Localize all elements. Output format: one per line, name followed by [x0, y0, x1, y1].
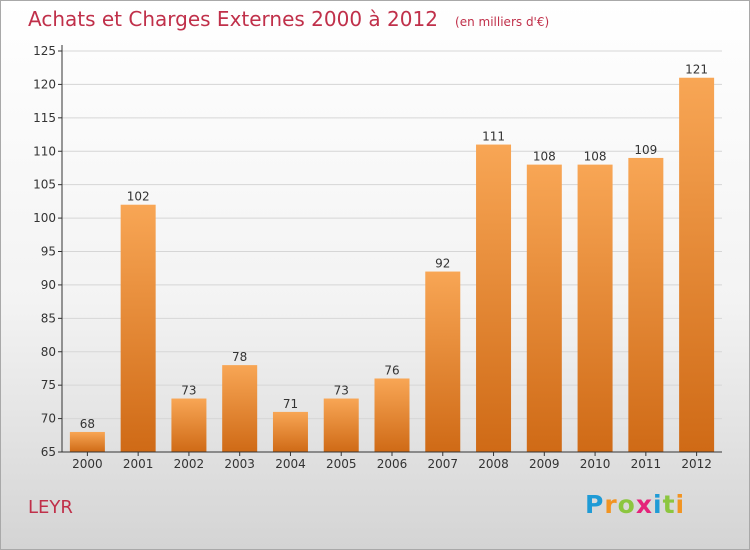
brand-letter: i — [675, 490, 686, 519]
commune-name: LEYR — [28, 497, 73, 518]
value-label: 76 — [384, 363, 399, 377]
x-tick-label: 2011 — [631, 457, 662, 471]
y-tick-label: 95 — [41, 245, 56, 259]
brand-letter: o — [617, 490, 636, 519]
bar — [476, 144, 512, 453]
y-tick-label: 125 — [33, 44, 56, 58]
bar — [526, 164, 562, 452]
bars — [69, 77, 715, 453]
x-tick-label: 2009 — [529, 457, 560, 471]
brand-letter: r — [604, 490, 618, 519]
bar-chart: 65 70 75 80 85 90 95 100 105 110 115 120 125 68 2000 10… — [33, 44, 722, 471]
value-label: 108 — [584, 150, 607, 164]
y-tick-label: 110 — [33, 144, 56, 158]
value-label: 71 — [283, 397, 298, 411]
value-label: 121 — [685, 63, 708, 77]
value-label: 73 — [334, 384, 349, 398]
axes — [58, 45, 722, 456]
x-tick-label: 2001 — [123, 457, 154, 471]
bar — [323, 398, 359, 452]
y-tick-label: 115 — [33, 111, 56, 125]
x-tick-label: 2007 — [427, 457, 458, 471]
x-tick-label: 2003 — [224, 457, 255, 471]
value-label: 111 — [482, 130, 505, 144]
bar — [425, 271, 461, 452]
y-tick-label: 70 — [41, 412, 56, 426]
chart-subtitle: (en milliers d'€) — [455, 15, 550, 29]
value-label: 78 — [232, 350, 247, 364]
value-label: 102 — [127, 190, 150, 204]
x-tick-label: 2005 — [326, 457, 357, 471]
brand-letter: i — [653, 490, 663, 519]
labels: 65 70 75 80 85 90 95 100 105 110 115 120 125 68 2000 10… — [33, 44, 712, 471]
x-tick-label: 2008 — [478, 457, 509, 471]
brand-letter: x — [635, 490, 653, 519]
title-row: Achats et Charges Externes 2000 à 2012 (… — [28, 7, 549, 31]
x-tick-label: 2000 — [72, 457, 103, 471]
x-tick-label: 2006 — [377, 457, 408, 471]
y-tick-label: 75 — [41, 378, 56, 392]
bar — [69, 431, 105, 452]
value-label: 73 — [181, 384, 196, 398]
bar — [171, 398, 207, 452]
bar — [272, 411, 308, 452]
x-tick-label: 2012 — [681, 457, 712, 471]
y-tick-label: 65 — [41, 445, 56, 459]
x-tick-label: 2002 — [174, 457, 205, 471]
y-tick-label: 85 — [41, 311, 56, 325]
x-tick-label: 2004 — [275, 457, 306, 471]
brand-letter: t — [662, 490, 676, 519]
y-tick-label: 100 — [33, 211, 56, 225]
chart-title: Achats et Charges Externes 2000 à 2012 — [28, 7, 438, 31]
x-tick-label: 2010 — [580, 457, 611, 471]
proxiti-logo: Proxiti — [585, 490, 685, 519]
bar — [120, 204, 156, 452]
y-tick-label: 90 — [41, 278, 56, 292]
value-label: 108 — [533, 150, 556, 164]
value-label: 109 — [634, 143, 657, 157]
bar — [577, 164, 613, 452]
bar — [679, 77, 715, 452]
bar — [374, 378, 410, 452]
y-tick-label: 80 — [41, 345, 56, 359]
bar — [222, 365, 258, 452]
value-label: 92 — [435, 257, 450, 271]
bar — [628, 157, 664, 452]
y-tick-label: 105 — [33, 178, 56, 192]
value-label: 68 — [80, 417, 95, 431]
y-tick-label: 120 — [33, 77, 56, 91]
brand-letter: P — [585, 490, 605, 519]
